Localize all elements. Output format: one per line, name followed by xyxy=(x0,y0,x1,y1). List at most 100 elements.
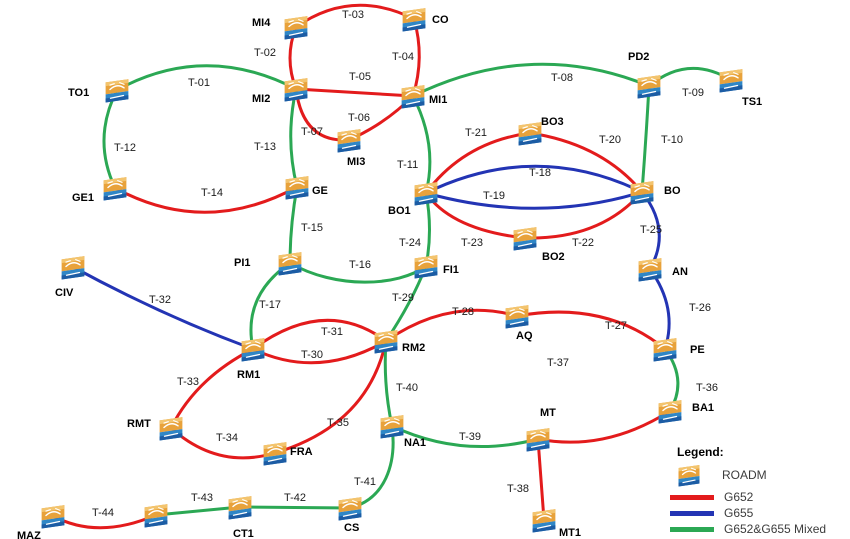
link-label-T-35: T-35 xyxy=(327,417,350,429)
link-T-37 xyxy=(536,409,672,444)
link-T-12 xyxy=(102,88,119,190)
link-label-T-17: T-17 xyxy=(259,299,282,311)
node-label-AQ: AQ xyxy=(516,330,533,342)
node-label-MI2: MI2 xyxy=(252,93,271,105)
node-label-PD2: PD2 xyxy=(628,51,650,63)
node-RM2-icon xyxy=(373,328,399,354)
link-label-T-22: T-22 xyxy=(572,237,595,249)
link-T-05 xyxy=(294,87,415,98)
legend: Legend: ROADM G652 G655 G652&G655 Mixed xyxy=(670,445,840,537)
link-T-03 xyxy=(294,3,416,29)
node-label-GE: GE xyxy=(312,185,328,197)
link-label-T-18: T-18 xyxy=(529,167,552,179)
link-T-22 xyxy=(523,190,644,240)
node-AN-icon xyxy=(637,256,663,282)
node-label-FI1: FI1 xyxy=(443,264,459,276)
link-T-08 xyxy=(411,62,651,98)
link-T-35 xyxy=(273,339,388,455)
link-T-33 xyxy=(169,347,255,430)
link-T-27 xyxy=(515,310,667,351)
node-FRA-icon xyxy=(262,440,288,466)
node-MAZ-icon xyxy=(40,503,66,529)
node-CT1-icon xyxy=(227,494,253,520)
link-label-T-41: T-41 xyxy=(354,476,377,488)
link-T-20 xyxy=(528,131,644,194)
node-label-NA1: NA1 xyxy=(404,437,427,449)
g655-line-swatch xyxy=(670,510,714,516)
node-PI1-icon xyxy=(277,250,303,276)
node-CO-icon xyxy=(401,6,427,32)
node-unlabeled-icon xyxy=(143,502,169,528)
link-T-18 xyxy=(424,164,644,195)
link-T-01 xyxy=(115,64,298,92)
node-label-PE: PE xyxy=(690,344,705,356)
node-label-BO1: BO1 xyxy=(388,205,411,217)
node-NA1-icon xyxy=(379,413,405,439)
node-PE-icon xyxy=(652,336,678,362)
link-label-T-13: T-13 xyxy=(254,141,277,153)
link-label-T-42: T-42 xyxy=(284,492,307,504)
link-label-T-32: T-32 xyxy=(149,294,172,306)
link-T-38 xyxy=(536,437,546,522)
link-label-T-10: T-10 xyxy=(661,134,684,146)
link-T-10 xyxy=(640,84,651,194)
link-label-T-23: T-23 xyxy=(461,237,484,249)
roadm-icon xyxy=(677,463,701,487)
legend-row-roadm: ROADM xyxy=(670,461,840,489)
node-RM1-icon xyxy=(240,336,266,362)
node-PD2-icon xyxy=(636,73,662,99)
node-label-MI4: MI4 xyxy=(252,17,271,29)
node-label-CS: CS xyxy=(344,522,360,534)
node-BO2-icon xyxy=(512,225,538,251)
legend-row-g652: G652 xyxy=(670,489,840,505)
legend-label-g655: G655 xyxy=(724,506,754,520)
link-label-T-28: T-28 xyxy=(452,306,475,318)
link-label-T-03: T-03 xyxy=(342,9,365,21)
node-label-TO1: TO1 xyxy=(68,87,90,99)
link-label-T-14: T-14 xyxy=(201,187,224,199)
link-label-T-44: T-44 xyxy=(92,507,115,519)
link-label-T-07: T-07 xyxy=(301,126,324,138)
link-label-T-38: T-38 xyxy=(507,483,530,495)
link-label-T-15: T-15 xyxy=(301,222,324,234)
link-label-T-29: T-29 xyxy=(392,292,415,304)
node-BO3-icon xyxy=(517,120,543,146)
link-T-21 xyxy=(424,131,532,195)
link-label-T-19: T-19 xyxy=(483,190,506,202)
node-MI2-icon xyxy=(283,76,309,102)
link-label-T-21: T-21 xyxy=(465,127,488,139)
link-label-T-34: T-34 xyxy=(216,432,239,444)
node-MT1-icon xyxy=(531,507,557,533)
node-label-AN: AN xyxy=(672,266,688,278)
node-label-CO: CO xyxy=(432,14,449,26)
link-label-T-26: T-26 xyxy=(689,302,712,314)
node-TS1-icon xyxy=(718,67,744,93)
link-T-28 xyxy=(384,308,519,343)
node-TO1-icon xyxy=(104,77,130,103)
node-BO-icon xyxy=(629,179,655,205)
link-label-T-40: T-40 xyxy=(396,382,419,394)
link-label-T-25: T-25 xyxy=(640,224,663,236)
node-label-BA1: BA1 xyxy=(692,402,715,414)
node-label-CIV: CIV xyxy=(55,287,74,299)
legend-label-mixed: G652&G655 Mixed xyxy=(724,522,827,536)
link-label-T-02: T-02 xyxy=(254,47,277,59)
node-BO1-icon xyxy=(413,180,439,206)
link-label-T-39: T-39 xyxy=(459,431,482,443)
legend-label-roadm: ROADM xyxy=(722,468,767,482)
node-GE1-icon xyxy=(102,175,128,201)
legend-title: Legend: xyxy=(677,445,724,459)
link-T-42 xyxy=(238,505,352,510)
node-MT-icon xyxy=(525,426,551,452)
node-BA1-icon xyxy=(657,398,683,424)
node-label-MI1: MI1 xyxy=(429,94,448,106)
link-T-31 xyxy=(251,318,388,351)
link-label-T-09: T-09 xyxy=(682,87,705,99)
node-label-BO2: BO2 xyxy=(542,251,565,263)
link-T-30 xyxy=(251,339,388,365)
link-label-T-06: T-06 xyxy=(348,112,371,124)
link-label-T-08: T-08 xyxy=(551,72,574,84)
link-label-T-33: T-33 xyxy=(177,376,200,388)
link-T-23 xyxy=(424,191,527,240)
